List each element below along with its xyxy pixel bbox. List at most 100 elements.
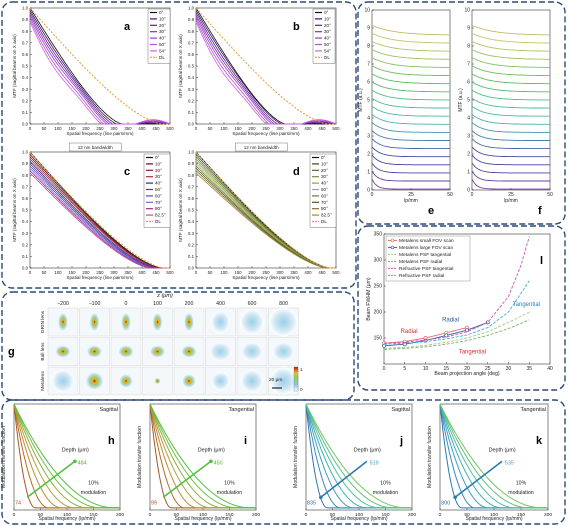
x-tick-label: 150 xyxy=(68,270,76,275)
legend-label: DL xyxy=(155,219,161,224)
x-tick-label: 250 xyxy=(96,126,104,131)
row-label: GRIN lens xyxy=(40,310,46,333)
x-tick-label: 100 xyxy=(220,126,228,131)
y-tick-label: 6 xyxy=(367,80,370,86)
y-tick-label: 0.1 xyxy=(22,110,29,115)
y-tick-label: 0.1 xyxy=(188,110,195,115)
x-axis-label: lp/mm xyxy=(504,198,518,204)
mtf-curve xyxy=(471,138,550,150)
y-tick-label: 0.6 xyxy=(188,52,195,57)
z-axis-label: z (μm) xyxy=(156,293,173,299)
series-line-20° xyxy=(29,12,171,125)
column-label: 0 xyxy=(125,301,128,307)
legend-box xyxy=(147,8,171,64)
legend-label: 30° xyxy=(321,174,328,179)
y-tick-label: 0.9 xyxy=(188,17,195,22)
x-tick-label: 150 xyxy=(381,512,389,518)
y-tick-label: 2 xyxy=(467,152,470,158)
mtf-curve xyxy=(471,49,550,60)
legend-label: 60° xyxy=(155,193,162,198)
frame-ef xyxy=(357,1,566,225)
series-line-50° xyxy=(29,163,170,269)
x-tick-label: 400 xyxy=(138,126,146,131)
mtf-curve xyxy=(371,154,450,166)
x-axis-label: Spatial frequency (lp/mm) xyxy=(466,516,523,522)
depth-arrow-head xyxy=(209,459,213,464)
mtf-curve xyxy=(471,130,550,141)
mtf-curve xyxy=(371,24,450,36)
legend-label: 0° xyxy=(321,155,326,160)
psf-spot xyxy=(209,341,232,362)
x-tick-label: 50 xyxy=(174,512,180,518)
series-line-20° xyxy=(195,12,337,125)
psf-spot xyxy=(89,312,100,332)
y-tick-label: 250 xyxy=(374,284,383,290)
x-tick-label: 450 xyxy=(318,270,326,275)
mtf-curve xyxy=(371,89,450,101)
y-tick-label: 0.9 xyxy=(188,161,195,166)
mtf-curve xyxy=(471,57,550,68)
x-tick-label: 100 xyxy=(490,512,498,518)
chart-layer: 0 50 100 150 200 250 300 350 400 450 5000.00.10.20… xyxy=(1,6,553,522)
y-tick-label: 0.3 xyxy=(22,87,29,92)
psf-spot xyxy=(85,371,104,391)
x-axis-label: Spatial frequency (line pairs/mm) xyxy=(66,275,134,280)
mtf-curve xyxy=(305,403,412,509)
y-tick-label: 1.0 xyxy=(188,150,195,155)
depth-arrow-head xyxy=(453,495,457,500)
x-tick-label: 25 xyxy=(508,192,514,198)
y-tick-label: 0.8 xyxy=(188,173,195,178)
y-tick-label: 0.9 xyxy=(22,161,29,166)
x-axis-label: Spatial frequency (line pairs/mm) xyxy=(66,131,134,136)
x-tick-label: 250 xyxy=(96,270,104,275)
legend-label: DL xyxy=(159,55,165,60)
panel-title: Sagittal xyxy=(99,407,118,413)
panel-title: Tangential xyxy=(228,407,254,413)
psf-spot xyxy=(86,345,103,358)
psf-spot xyxy=(152,312,163,332)
y-tick-label: 0.0 xyxy=(188,266,195,271)
series-line-70° xyxy=(29,167,170,269)
mtf-curve xyxy=(471,89,550,101)
x-tick-label: 50 xyxy=(547,192,553,198)
colorbar-max-label: 1 xyxy=(300,367,303,372)
x-tick-label: 30 xyxy=(506,366,512,372)
mtf-curve xyxy=(471,81,550,93)
depth-label: Depth (μm) xyxy=(489,448,516,454)
y-tick-label: 0.2 xyxy=(188,242,195,247)
mtf-curve xyxy=(371,97,450,109)
x-tick-label: 150 xyxy=(517,512,525,518)
panel-g: z (μm) −200 −100 0 100 200 400 600 800 GRIN lens B… xyxy=(8,293,303,396)
y-tick-label: 9 xyxy=(367,26,370,32)
depth-label: Depth (μm) xyxy=(62,448,89,454)
mtf-curve xyxy=(371,170,450,182)
panel-letter: f xyxy=(538,205,542,217)
x-tick-label: 50 xyxy=(330,512,336,518)
x-tick-label: 0 xyxy=(305,512,308,518)
x-tick-label: 25 xyxy=(485,366,491,372)
y-tick-label: 0.2 xyxy=(22,242,29,247)
x-tick-label: 0 xyxy=(13,512,16,518)
psf-spot xyxy=(118,373,134,389)
mtf-curve xyxy=(471,114,550,125)
depth-start-label: 835 xyxy=(307,501,316,507)
y-tick-label: 2 xyxy=(367,152,370,158)
mtf-curve xyxy=(371,138,450,150)
mtf-curve xyxy=(471,73,550,85)
legend-label: 10° xyxy=(324,16,331,21)
mtf-curve xyxy=(371,178,450,190)
depth-end-label: 484 xyxy=(78,460,87,466)
x-tick-label: 200 xyxy=(248,126,256,131)
series-line-30° xyxy=(195,14,337,125)
y-axis-label: Modulation transfer function xyxy=(137,426,143,488)
bandwidth-annotation: 12 nm bandwidth xyxy=(78,145,113,150)
annotation-tangential-blue: Tangential xyxy=(513,302,540,308)
bandwidth-box xyxy=(234,142,288,152)
column-label: −100 xyxy=(89,301,101,307)
legend-label: DL xyxy=(321,219,327,224)
mtf-curve xyxy=(371,130,450,141)
y-axis-label: MTF (sagittal beams on X axis) xyxy=(178,178,183,242)
y-tick-label: 0.7 xyxy=(22,40,29,45)
